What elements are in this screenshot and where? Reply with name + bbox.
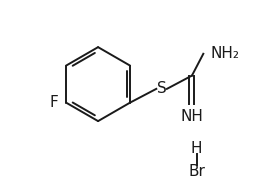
Text: H: H <box>191 141 202 156</box>
Text: NH₂: NH₂ <box>211 46 240 61</box>
Text: S: S <box>157 81 166 96</box>
Text: NH: NH <box>181 109 203 124</box>
Text: F: F <box>50 95 58 110</box>
Text: Br: Br <box>188 164 205 179</box>
